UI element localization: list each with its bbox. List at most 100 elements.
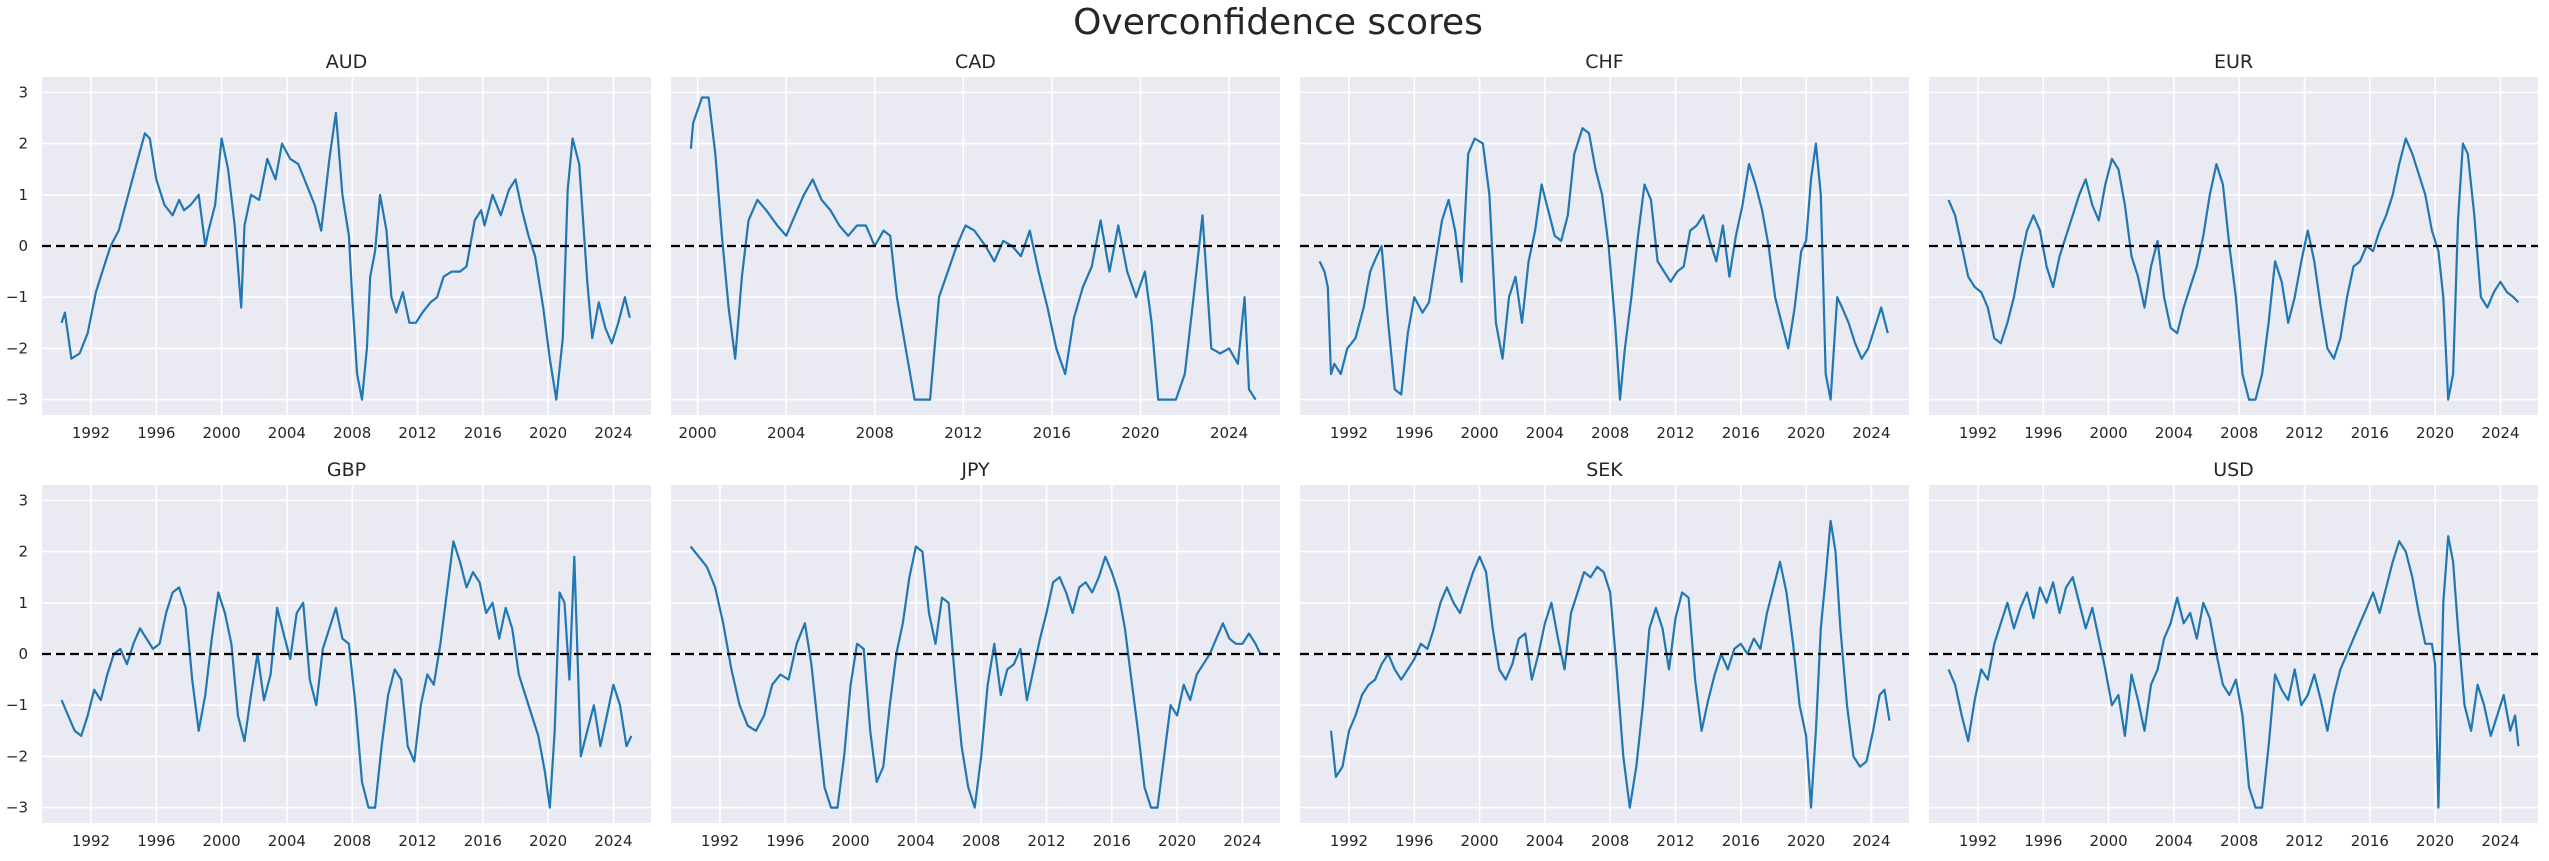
y-tick-label: 1 — [18, 594, 28, 612]
series-line — [689, 545, 1262, 809]
x-tick-label: 2020 — [1158, 832, 1196, 850]
series-line — [1329, 519, 1891, 809]
panel-title: JPY — [960, 459, 990, 481]
x-tick-label: 2020 — [1787, 832, 1825, 850]
x-tick-label: 2016 — [2351, 424, 2389, 442]
x-tick-label: 1992 — [701, 832, 739, 850]
x-tick-label: 1992 — [1330, 424, 1368, 442]
y-tick-label: 1 — [18, 186, 28, 204]
x-tick-label: 1996 — [137, 424, 175, 442]
panel-usd: USD 1992 1996 2000 2004 2008 2012 2016 2020 2024 — [1929, 459, 2538, 850]
x-tick-label: 2004 — [1526, 832, 1564, 850]
x-tick-label: 1992 — [1330, 832, 1368, 850]
x-tick-label: 2004 — [2155, 424, 2193, 442]
x-tick-label: 2000 — [2090, 424, 2128, 442]
x-tick-label: 2008 — [333, 424, 371, 442]
figure-title: Overconfidence scores — [1073, 2, 1483, 43]
y-tick-label: 3 — [18, 83, 28, 101]
panel-title: CHF — [1585, 51, 1623, 73]
x-tick-label: 1992 — [72, 832, 110, 850]
panel-cad: CAD 2000 2004 2008 2012 2016 2020 2024 — [671, 51, 1280, 442]
x-tick-label: 2016 — [1722, 832, 1760, 850]
x-tick-label: 2000 — [203, 424, 241, 442]
x-tick-label: 2024 — [1852, 424, 1890, 442]
y-tick-label: 3 — [18, 491, 28, 509]
x-tick-label: 2024 — [1852, 832, 1890, 850]
x-tick-label: 2024 — [594, 832, 632, 850]
x-tick-label: 1996 — [137, 832, 175, 850]
x-tick-label: 2020 — [2416, 832, 2454, 850]
x-tick-label: 2000 — [2090, 832, 2128, 850]
x-tick-label: 2016 — [1722, 424, 1760, 442]
x-tick-label: 2008 — [856, 424, 894, 442]
panel-chf: CHF 1992 1996 2000 2004 2008 2012 2016 2020 2024 — [1300, 51, 1909, 442]
panel-jpy: JPY 1992 1996 2000 2004 2008 2012 2016 2020 2024 — [671, 459, 1280, 850]
panel-title: EUR — [2214, 51, 2253, 73]
y-tick-label: 2 — [18, 135, 28, 153]
x-tick-label: 2020 — [1121, 424, 1159, 442]
x-tick-label: 2008 — [962, 832, 1000, 850]
x-tick-label: 2016 — [1093, 832, 1131, 850]
panel-title: SEK — [1586, 459, 1623, 481]
x-tick-label: 2004 — [2155, 832, 2193, 850]
x-tick-label: 2004 — [1526, 424, 1564, 442]
y-tick-label: −2 — [6, 747, 28, 765]
x-tick-label: 2008 — [2220, 424, 2258, 442]
panel-eur: EUR 1992 1996 2000 2004 2008 2012 2016 2020 2024 — [1929, 51, 2538, 442]
y-tick-label: 0 — [18, 237, 28, 255]
x-tick-label: 2020 — [529, 424, 567, 442]
x-tick-label: 2004 — [767, 424, 805, 442]
x-tick-label: 2000 — [832, 832, 870, 850]
x-tick-label: 2008 — [333, 832, 371, 850]
x-tick-label: 2012 — [2285, 832, 2323, 850]
x-tick-label: 2000 — [1461, 424, 1499, 442]
x-tick-label: 1996 — [2024, 832, 2062, 850]
panel-aud: AUD 1992 1996 2000 2004 2008 2012 2016 2020 2024 −… — [6, 51, 651, 442]
x-tick-label: 2004 — [268, 832, 306, 850]
x-tick-label: 1996 — [766, 832, 804, 850]
x-tick-label: 2000 — [1461, 832, 1499, 850]
x-tick-label: 2008 — [2220, 832, 2258, 850]
x-tick-label: 2024 — [1210, 424, 1248, 442]
x-tick-label: 2012 — [2285, 424, 2323, 442]
x-tick-label: 1992 — [1959, 832, 1997, 850]
series-line — [689, 96, 1257, 401]
x-tick-label: 2020 — [529, 832, 567, 850]
y-tick-label: −2 — [6, 339, 28, 357]
x-tick-label: 2008 — [1591, 424, 1629, 442]
x-tick-label: 2012 — [944, 424, 982, 442]
x-tick-label: 2012 — [1656, 832, 1694, 850]
y-tick-label: 2 — [18, 543, 28, 561]
x-tick-label: 2016 — [464, 424, 502, 442]
x-tick-label: 2012 — [1027, 832, 1065, 850]
x-tick-label: 2008 — [1591, 832, 1629, 850]
x-tick-label: 1992 — [1959, 424, 1997, 442]
panel-sek: SEK 1992 1996 2000 2004 2008 2012 2016 2020 2024 — [1300, 459, 1909, 850]
panel-title: GBP — [327, 459, 366, 481]
x-tick-label: 2012 — [398, 832, 436, 850]
x-tick-label: 1992 — [72, 424, 110, 442]
y-tick-label: −3 — [6, 799, 28, 817]
x-tick-label: 2012 — [1656, 424, 1694, 442]
y-tick-label: −1 — [6, 696, 28, 714]
y-tick-label: −1 — [6, 288, 28, 306]
x-tick-label: 2024 — [2481, 832, 2519, 850]
x-tick-label: 2016 — [1033, 424, 1071, 442]
x-tick-label: 2000 — [678, 424, 716, 442]
x-tick-label: 2020 — [1787, 424, 1825, 442]
x-tick-label: 2024 — [2481, 424, 2519, 442]
x-tick-label: 1996 — [1395, 424, 1433, 442]
x-tick-label: 2016 — [2351, 832, 2389, 850]
y-tick-label: −3 — [6, 391, 28, 409]
x-tick-label: 2024 — [1223, 832, 1261, 850]
panel-title: AUD — [326, 51, 368, 73]
x-tick-label: 2020 — [2416, 424, 2454, 442]
panel-gbp: GBP 1992 1996 2000 2004 2008 2012 2016 2020 2024 −… — [6, 459, 651, 850]
x-tick-label: 2004 — [897, 832, 935, 850]
y-tick-label: 0 — [18, 645, 28, 663]
series-line — [60, 111, 631, 401]
series-line — [1947, 137, 2520, 401]
panel-title: CAD — [955, 51, 996, 73]
